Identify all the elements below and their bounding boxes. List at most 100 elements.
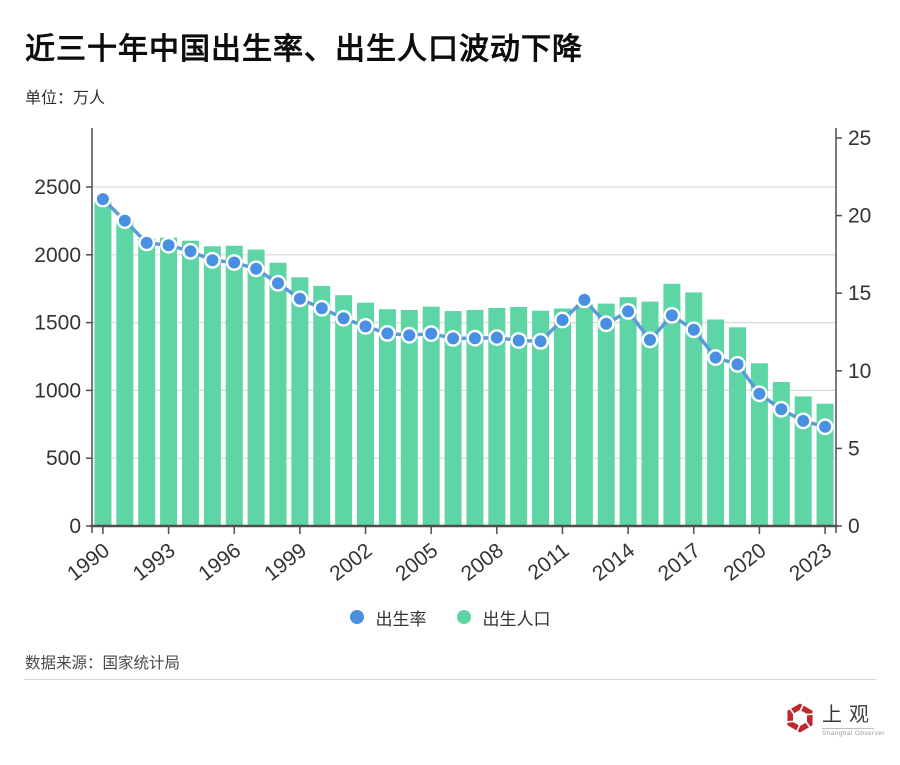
bar-2021 — [772, 382, 790, 526]
x-axis-label: 2008 — [457, 539, 508, 586]
birth-rate-point-2006 — [444, 329, 462, 347]
right-axis-label: 20 — [848, 205, 871, 228]
logo-subtitle: Shanghai Observer — [822, 730, 885, 737]
birth-rate-point-2019 — [729, 355, 746, 373]
birth-rate-point-1994 — [182, 242, 199, 260]
bar-2020 — [750, 363, 768, 526]
bar-2013 — [597, 303, 615, 526]
bar-2010 — [532, 310, 550, 526]
bar-1995 — [203, 246, 221, 527]
right-axis-label: 5 — [848, 437, 860, 460]
x-axis-label: 1993 — [129, 539, 180, 586]
x-axis-label: 1996 — [194, 539, 245, 586]
left-axis-label: 2500 — [34, 176, 81, 199]
birth-rate-point-2013 — [597, 315, 615, 333]
birth-rate-point-1998 — [269, 274, 287, 292]
combo-chart: 0 500 1000 1500 2000 2500 0 5 10 15 20 25 1990 1993 19… — [34, 127, 871, 586]
birth-rate-legend-label: 出生率 — [375, 609, 427, 629]
birth-rate-point-1993 — [160, 236, 178, 254]
bar-2014 — [619, 297, 637, 526]
birth-rate-point-2000 — [313, 299, 331, 317]
bar-2022 — [794, 396, 812, 526]
bar-2023 — [816, 403, 834, 526]
birth-rate-point-2009 — [510, 332, 528, 349]
logo-separator — [822, 728, 874, 729]
birth-rate-line — [101, 197, 826, 429]
birth-rate-point-2007 — [466, 329, 484, 347]
x-axis-label: 2014 — [588, 539, 639, 586]
bar-1998 — [269, 262, 287, 526]
page-title: 近三十年中国出生率、出生人口波动下降 — [25, 33, 583, 66]
bar-2005 — [422, 306, 440, 526]
birth-rate-point-2022 — [794, 412, 812, 430]
legend-item-birth-population: 出生人口 — [456, 605, 551, 630]
birth-rate-point-2011 — [554, 311, 571, 329]
birth-rate-point-2001 — [335, 309, 352, 327]
x-axis-label: 2005 — [391, 539, 442, 586]
bar-2018 — [707, 319, 725, 526]
bar-1994 — [181, 240, 199, 526]
birth-rate-point-2021 — [772, 400, 790, 418]
publisher-logo: 上观 Shanghai Observer — [785, 703, 885, 737]
birth-rate-point-2017 — [685, 321, 703, 339]
legend-item-birth-rate: 出生率 — [349, 605, 427, 630]
data-source: 数据来源：国家统计局 — [25, 655, 181, 672]
right-axis-label: 25 — [848, 127, 871, 150]
logo-wordmark: 上观 — [822, 704, 876, 726]
birth-rate-point-2004 — [400, 326, 418, 344]
bar-2011 — [553, 308, 571, 526]
bar-2006 — [444, 311, 462, 526]
birth-rate-point-1996 — [225, 254, 243, 271]
birth-population-legend-dot-icon — [456, 610, 471, 624]
bar-2004 — [400, 310, 418, 526]
birth-population-legend-label: 出生人口 — [482, 609, 551, 629]
bar-1993 — [160, 237, 178, 526]
right-axis-label: 0 — [848, 515, 860, 538]
x-axis-label: 2023 — [785, 539, 836, 586]
bar-2003 — [378, 309, 396, 526]
birth-rate-point-2003 — [378, 324, 396, 342]
bar-2000 — [313, 285, 331, 526]
birth-rate-point-2020 — [751, 385, 768, 403]
bar-2009 — [510, 307, 528, 526]
left-axis-label: 2000 — [34, 244, 81, 267]
bar-2015 — [641, 301, 659, 526]
bar-1991 — [116, 219, 134, 527]
bar-2007 — [466, 309, 484, 526]
birth-rate-point-1999 — [291, 290, 309, 308]
bar-2012 — [575, 304, 593, 526]
birth-rate-point-1992 — [138, 234, 156, 252]
footer-divider — [24, 679, 876, 680]
birth-rate-point-2002 — [357, 317, 374, 335]
left-axis-label: 1000 — [34, 379, 81, 402]
x-axis-label: 2002 — [326, 539, 377, 586]
birth-rate-point-2012 — [576, 291, 593, 309]
bar-2016 — [663, 283, 681, 526]
x-axis-label: 2017 — [654, 539, 705, 586]
right-axis-label: 15 — [848, 282, 871, 305]
left-axis-label: 1500 — [34, 312, 81, 335]
bar-2019 — [729, 327, 747, 526]
bar-2017 — [685, 292, 703, 526]
birth-rate-point-1991 — [116, 212, 134, 230]
x-axis-label: 1999 — [260, 539, 311, 586]
bar-2001 — [335, 295, 353, 526]
bar-2002 — [357, 302, 375, 526]
left-axis-label: 500 — [46, 447, 81, 470]
bar-1997 — [247, 249, 265, 526]
right-axis-label: 10 — [848, 360, 871, 383]
bar-1996 — [225, 245, 243, 526]
birth-rate-point-2014 — [619, 302, 637, 320]
birth-rate-point-2015 — [641, 331, 659, 349]
x-axis-label: 2011 — [524, 539, 574, 585]
unit-label: 单位：万人 — [25, 90, 106, 107]
x-axis-label: 1990 — [63, 539, 114, 586]
bar-1992 — [138, 238, 156, 526]
shanghai-observer-aperture-icon — [785, 703, 815, 733]
legend: 出生率 出生人口 — [0, 604, 900, 630]
birth-rate-point-2018 — [707, 349, 724, 366]
bar-2008 — [488, 308, 506, 526]
left-axis-label: 0 — [69, 515, 81, 538]
x-axis-label: 2020 — [720, 539, 771, 586]
